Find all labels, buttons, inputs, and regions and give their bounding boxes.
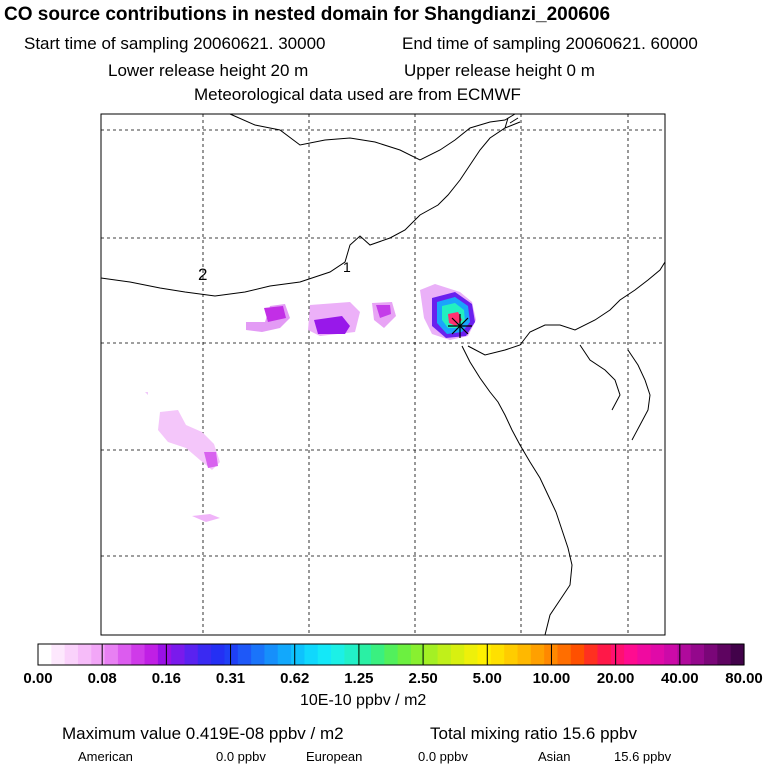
plot-frame (100, 113, 666, 636)
colorbar-tick-label: 2.50 (408, 670, 438, 687)
colorbar-tick-label: 0.00 (23, 670, 53, 687)
chart-title: CO source contributions in nested domain… (4, 4, 611, 25)
colorbar-tick-label: 10.00 (532, 670, 571, 687)
colorbar-swatch (557, 644, 572, 665)
colorbar-swatch (424, 644, 439, 665)
colorbar-swatch (584, 644, 599, 665)
colorbar-swatch (277, 644, 292, 665)
colorbar-swatch (410, 644, 425, 665)
colorbar-swatch (157, 644, 172, 665)
european-value: 0.0 ppbv (418, 749, 468, 764)
colorbar-swatch (650, 644, 665, 665)
colorbar-swatch (610, 644, 625, 665)
total-mixing-ratio: Total mixing ratio 15.6 ppbv (430, 724, 637, 743)
colorbar-swatch (144, 644, 159, 665)
colorbar-swatch (251, 644, 266, 665)
colorbar-swatch (38, 644, 52, 665)
colorbar-swatch (171, 644, 186, 665)
colorbar-tick-label: 20.00 (596, 670, 635, 687)
colorbar-swatch (397, 644, 412, 665)
colorbar-swatch (464, 644, 479, 665)
asian-label: Asian (538, 749, 571, 764)
max-value: Maximum value 0.419E-08 ppbv / m2 (62, 724, 344, 743)
colorbar-swatch (331, 644, 345, 665)
colorbar (38, 644, 745, 665)
colorbar-swatch (104, 644, 119, 665)
colorbar-tick-label: 0.08 (87, 670, 117, 687)
colorbar-swatch (437, 644, 452, 665)
colorbar-swatch (117, 644, 132, 665)
coastlines (100, 113, 666, 636)
american-value: 0.0 ppbv (216, 749, 266, 764)
colorbar-tick-label: 40.00 (661, 670, 699, 687)
colorbar-swatch (64, 644, 79, 665)
colorbar-swatch (597, 644, 612, 665)
met-data-note: Meteorological data used are from ECMWF (194, 85, 521, 104)
colorbar-swatch (197, 644, 212, 665)
colorbar-swatch (717, 644, 732, 665)
colorbar-swatch (317, 644, 332, 665)
colorbar-swatch (184, 644, 199, 665)
colorbar-swatch (504, 644, 519, 665)
colorbar-swatch (211, 644, 226, 665)
colorbar-tick-label: 0.16 (151, 670, 181, 687)
map-label-1: 1 (343, 259, 351, 275)
colorbar-swatch (704, 644, 718, 665)
colorbar-swatch (371, 644, 385, 665)
lower-release-height: Lower release height 20 m (108, 61, 309, 80)
colorbar-frame (37, 643, 745, 666)
colorbar-swatch (730, 644, 745, 665)
american-label: American (78, 749, 133, 764)
colorbar-swatch (344, 644, 359, 665)
colorbar-tick-label: 0.62 (280, 670, 310, 687)
receptor-marker (448, 314, 472, 338)
colorbar-swatch (224, 644, 239, 665)
colorbar-swatch (304, 644, 319, 665)
colorbar-swatch (490, 644, 505, 665)
colorbar-swatch (450, 644, 465, 665)
map-label-2: 2 (198, 265, 207, 284)
colorbar-swatch (91, 644, 106, 665)
colorbar-swatch (384, 644, 399, 665)
european-label: European (306, 749, 363, 764)
colorbar-tick-label: 80.00 (725, 670, 763, 687)
colorbar-swatch (664, 644, 678, 665)
colorbar-swatch (291, 644, 306, 665)
sampling-start: Start time of sampling 20060621. 30000 (24, 34, 326, 53)
colorbar-swatch (131, 644, 146, 665)
colorbar-swatch (570, 644, 585, 665)
colorbar-tick-label: 5.00 (472, 670, 502, 687)
asian-value: 15.6 ppbv (614, 749, 672, 764)
colorbar-swatch (677, 644, 692, 665)
colorbar-swatch (77, 644, 92, 665)
colorbar-dividers (101, 644, 681, 665)
grid-lines (101, 114, 665, 635)
colorbar-swatch (357, 644, 372, 665)
colorbar-unit: 10E-10 ppbv / m2 (300, 692, 427, 709)
colorbar-tick-label: 0.31 (215, 670, 246, 687)
colorbar-swatch (51, 644, 66, 665)
colorbar-swatch (624, 644, 639, 665)
colorbar-swatch (477, 644, 492, 665)
sampling-end: End time of sampling 20060621. 60000 (402, 34, 698, 53)
colorbar-swatch (264, 644, 279, 665)
colorbar-swatch (237, 644, 252, 665)
colorbar-tick-label: 1.25 (344, 670, 374, 687)
colorbar-swatch (637, 644, 652, 665)
colorbar-swatch (517, 644, 532, 665)
colorbar-swatch (530, 644, 545, 665)
upper-release-height: Upper release height 0 m (404, 61, 595, 80)
colorbar-swatch (690, 644, 705, 665)
